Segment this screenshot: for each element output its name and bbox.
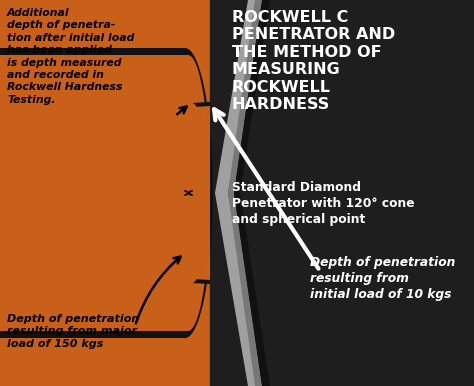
Text: Depth of penetration
resulting from major
load of 150 kgs: Depth of penetration resulting from majo… [7, 314, 139, 349]
Polygon shape [0, 48, 213, 338]
Bar [210, 0, 474, 386]
Bar [0, 0, 210, 386]
Polygon shape [194, 106, 210, 280]
Text: Standard Diamond
Penetrator with 120° cone
and spherical point: Standard Diamond Penetrator with 120° co… [232, 181, 415, 226]
Polygon shape [234, 0, 270, 193]
Polygon shape [0, 55, 210, 331]
Polygon shape [234, 193, 270, 386]
Polygon shape [228, 0, 262, 193]
Polygon shape [192, 102, 210, 284]
Text: ROCKWELL C
PENETRATOR AND
THE METHOD OF
MEASURING
ROCKWELL
HARDNESS: ROCKWELL C PENETRATOR AND THE METHOD OF … [232, 10, 395, 112]
Text: Depth of penetration
resulting from
initial load of 10 kgs: Depth of penetration resulting from init… [310, 256, 456, 301]
Polygon shape [215, 0, 474, 386]
Polygon shape [215, 0, 262, 193]
Polygon shape [228, 193, 262, 386]
Text: Additional
depth of penetra-
tion after initial load
has been applied
is depth m: Additional depth of penetra- tion after … [7, 8, 134, 105]
Polygon shape [215, 193, 262, 386]
